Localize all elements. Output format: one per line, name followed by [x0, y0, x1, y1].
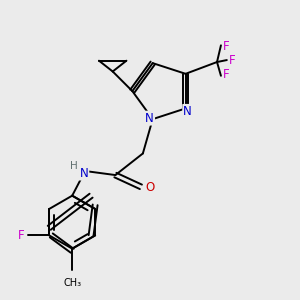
Text: N: N	[80, 167, 88, 180]
Text: F: F	[223, 40, 230, 53]
Text: N: N	[183, 105, 192, 118]
Text: H: H	[70, 161, 78, 171]
Text: O: O	[145, 181, 154, 194]
Text: F: F	[17, 229, 24, 242]
Text: N: N	[146, 112, 154, 124]
Text: CH₃: CH₃	[63, 278, 81, 288]
Text: F: F	[229, 54, 236, 67]
Text: F: F	[223, 68, 230, 81]
